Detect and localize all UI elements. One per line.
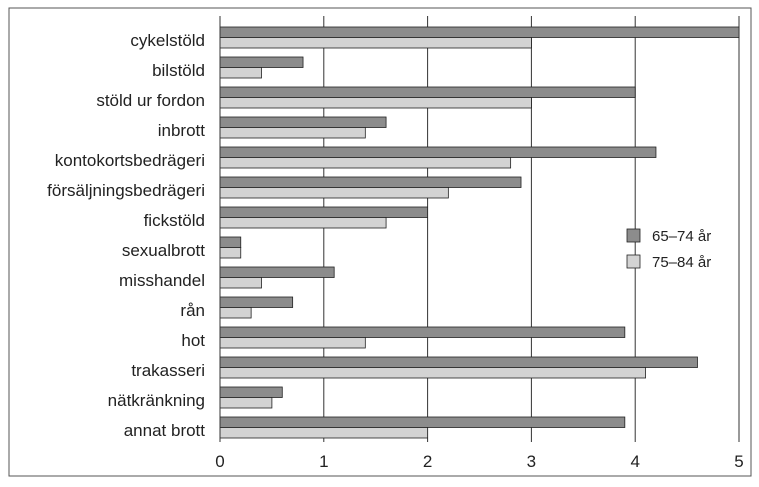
legend-label-2: 75–84 år [652, 254, 711, 271]
bar-series1-12 [219, 386, 283, 398]
bar-series2-9 [219, 307, 252, 319]
legend-swatch-1 [626, 228, 641, 243]
bar-series2-11 [219, 367, 646, 379]
bar-series1-9 [219, 296, 294, 308]
bar-series2-8 [219, 277, 262, 289]
category-label-6: fickstöld [144, 211, 205, 230]
bar-series1-11 [219, 356, 698, 368]
category-label-8: misshandel [119, 271, 205, 290]
bar-series2-1 [219, 67, 262, 79]
bar-series1-10 [219, 326, 626, 338]
category-label-3: inbrott [158, 121, 206, 140]
category-label-7: sexualbrott [122, 241, 205, 260]
legend-swatch-2 [626, 254, 641, 269]
category-label-10: hot [181, 331, 205, 350]
category-label-13: annat brott [124, 421, 206, 440]
tick-labels: 0 1 2 3 4 5 [215, 452, 743, 471]
category-label-11: trakasseri [131, 361, 205, 380]
bar-series2-0 [219, 37, 532, 49]
category-label-0: cykelstöld [130, 31, 205, 50]
legend-label-1: 65–74 år [652, 228, 711, 245]
bar-series1-4 [219, 146, 657, 158]
category-label-4: kontokortsbedrägeri [55, 151, 205, 170]
category-label-2: stöld ur fordon [96, 91, 205, 110]
bar-series2-3 [219, 127, 366, 139]
bar-series2-13 [219, 427, 429, 439]
bar-series1-3 [219, 116, 387, 128]
bar-series1-0 [219, 26, 740, 38]
bars [219, 26, 740, 439]
bar-series2-4 [219, 157, 512, 169]
category-label-5: försäljningsbedrägeri [47, 181, 205, 200]
category-label-12: nätkränkning [108, 391, 205, 410]
bar-series2-6 [219, 217, 387, 229]
bar-series2-5 [219, 187, 449, 199]
bar-series1-8 [219, 266, 335, 278]
bar-series1-1 [219, 56, 304, 68]
x-tick-label-3: 3 [527, 452, 536, 471]
bar-series2-12 [219, 397, 273, 409]
category-label-9: rån [180, 301, 205, 320]
bar-series1-13 [219, 416, 626, 428]
x-tick-label-2: 2 [423, 452, 432, 471]
legend: 65–74 år 75–84 år [626, 228, 711, 271]
bar-series1-2 [219, 86, 636, 98]
category-labels: cykelstöld bilstöld stöld ur fordon inbrott… [47, 31, 205, 440]
bar-series2-2 [219, 97, 532, 109]
bar-series1-6 [219, 206, 429, 218]
category-label-1: bilstöld [152, 61, 205, 80]
x-tick-label-1: 1 [319, 452, 328, 471]
x-tick-label-0: 0 [215, 452, 224, 471]
x-tick-label-5: 5 [734, 452, 743, 471]
bar-series2-7 [219, 247, 242, 259]
bar-series2-10 [219, 337, 366, 349]
bar-series1-5 [219, 176, 522, 188]
x-tick-label-4: 4 [630, 452, 639, 471]
bar-series1-7 [219, 236, 242, 248]
